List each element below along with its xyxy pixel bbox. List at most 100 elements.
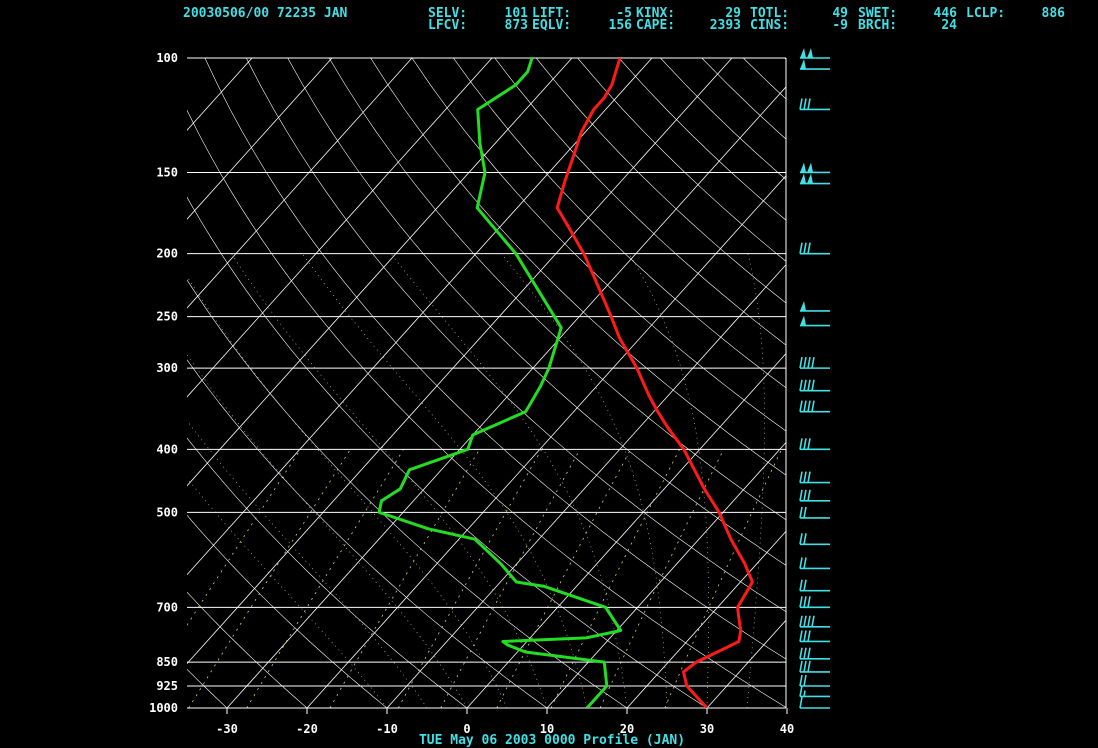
wind-barb-flag xyxy=(799,674,803,687)
dry-adiabat-line xyxy=(246,58,786,613)
isobar-grid xyxy=(187,57,787,709)
wind-barb-flag xyxy=(807,356,811,369)
wind-barb-flag xyxy=(799,471,803,483)
wind-barb-flag xyxy=(803,400,807,412)
dry-adiabat-line xyxy=(660,58,786,180)
dry-adiabat-line xyxy=(784,58,786,60)
stats-line-1: SELV: 101 LIFT: -5 KINX: 29 TOTL: 49 SWE… xyxy=(428,6,1065,21)
stat-value: 24 xyxy=(941,18,957,33)
stat-value: 446 xyxy=(934,6,958,21)
wind-barb-flag xyxy=(799,438,803,450)
stat-label: LFCV: xyxy=(428,18,467,33)
stat-label: LCLP: xyxy=(966,6,1005,21)
mixing-ratio-line xyxy=(329,449,480,708)
wind-barb-flag xyxy=(799,696,803,709)
pressure-tick-label: 925 xyxy=(156,679,178,693)
temperature-tick-label: -30 xyxy=(216,722,238,736)
stat-label: CAPE: xyxy=(636,18,675,33)
wind-barb-pennant xyxy=(800,59,806,70)
wind-barb xyxy=(800,315,830,327)
temperature-axis: -30 -20 -10 0 10 20 30 40 xyxy=(216,708,794,736)
wind-barb-flag xyxy=(803,533,807,545)
dry-adiabat-line xyxy=(742,58,786,100)
dry-adiabat-line xyxy=(187,668,228,708)
wind-barb-flag xyxy=(807,489,811,501)
wind-barb xyxy=(799,400,830,413)
stat-value: -9 xyxy=(832,18,848,33)
wind-barb xyxy=(799,660,830,673)
wind-barb-flag xyxy=(799,579,803,591)
wind-barb xyxy=(799,685,830,698)
pressure-tick-label: 200 xyxy=(156,247,178,261)
wind-barb-flag xyxy=(799,506,803,519)
wind-barb-flag xyxy=(803,557,807,569)
isotherm-line xyxy=(187,58,493,398)
isotherm-line xyxy=(306,175,786,708)
isotherm-line xyxy=(226,86,786,708)
wind-barb-pennant xyxy=(800,300,806,311)
wind-barb-flag xyxy=(799,489,803,501)
wind-barb-flag xyxy=(803,98,807,110)
wind-barb-flag xyxy=(807,400,811,412)
wind-barb-flag xyxy=(807,242,811,254)
wind-barb-pennant xyxy=(800,162,806,173)
wind-barb xyxy=(800,48,830,59)
mixing-ratio-line xyxy=(188,449,351,708)
pressure-tick-label: 700 xyxy=(156,600,178,614)
wind-barb-flag xyxy=(799,647,803,659)
wind-barb-flag xyxy=(799,379,803,391)
wind-barb-flag xyxy=(799,533,803,545)
wind-barb-flag xyxy=(799,660,803,673)
wind-barb-flag xyxy=(803,615,807,627)
wind-barb xyxy=(799,533,830,546)
isotherm-line xyxy=(187,58,573,487)
moist-adiabat-line xyxy=(746,253,765,708)
stat-value: 2393 xyxy=(710,18,741,33)
isotherm-line xyxy=(187,58,253,131)
isotherm-line xyxy=(0,58,12,708)
mixing-ratio-grid xyxy=(187,449,782,708)
wind-barb-flag xyxy=(803,379,807,391)
wind-barb-flag xyxy=(803,674,807,687)
profile-series xyxy=(377,58,754,708)
dry-adiabat-line xyxy=(204,58,786,660)
pressure-tick-label: 250 xyxy=(156,310,178,324)
wind-barb-flag xyxy=(807,98,811,110)
wind-barb xyxy=(800,300,830,312)
wind-barb-pennant xyxy=(800,48,806,58)
stat-value: -5 xyxy=(616,6,632,21)
pressure-tick-label: 1000 xyxy=(149,701,178,715)
wind-barb xyxy=(799,615,830,628)
wind-barb-flag xyxy=(803,647,807,659)
dry-adiabat-line xyxy=(187,109,786,708)
wind-barb-flag xyxy=(807,660,811,673)
wind-barb xyxy=(799,696,830,709)
isotherm-line xyxy=(0,58,172,708)
isotherm-line xyxy=(466,352,786,708)
wind-barb xyxy=(800,59,830,70)
stat-value: 156 xyxy=(609,18,633,33)
isotherm-line xyxy=(626,530,786,708)
wind-barb-flag xyxy=(803,438,807,450)
dry-adiabat-line xyxy=(535,58,786,304)
wind-barbs xyxy=(799,48,830,709)
mixing-ratio-line xyxy=(246,449,404,708)
temperature-tick-label: 40 xyxy=(780,722,794,736)
wind-barb xyxy=(799,674,830,687)
wind-barb-flag xyxy=(799,615,803,627)
stat-label: SWET: xyxy=(858,6,897,21)
wind-barb-flag xyxy=(807,438,811,450)
stat-label: EQLV: xyxy=(532,18,571,33)
isotherm-line xyxy=(0,58,92,708)
wind-barb xyxy=(799,438,830,451)
temperature-tick-label: -10 xyxy=(376,722,398,736)
wind-barb xyxy=(799,242,830,255)
wind-barb-pennant xyxy=(800,173,806,184)
stat-value: 101 xyxy=(505,6,529,21)
stat-value: 29 xyxy=(725,6,741,21)
moist-adiabat-line xyxy=(628,253,710,708)
wind-barb-flag xyxy=(803,579,807,591)
wind-barb-flag xyxy=(799,630,803,642)
wind-barb-flag xyxy=(807,596,811,608)
wind-barb xyxy=(799,596,830,609)
